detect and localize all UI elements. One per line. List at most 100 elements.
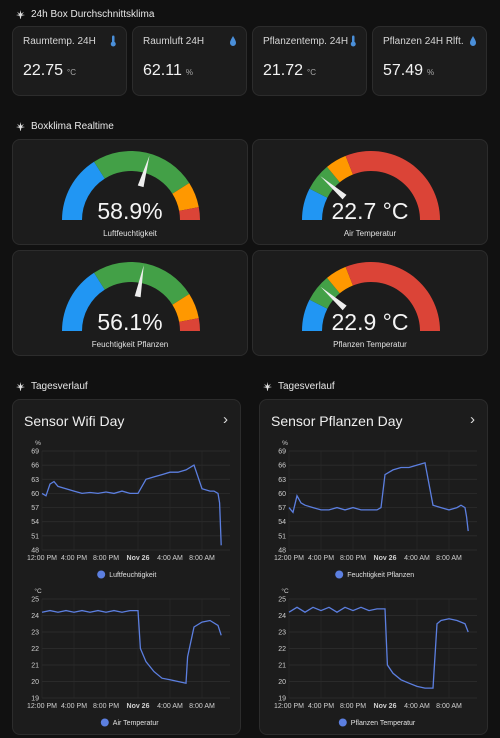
y-tick-label: 63	[278, 477, 286, 484]
thermometer-icon	[110, 35, 116, 47]
section-title-realtime: Boxklima Realtime	[16, 121, 114, 132]
legend-swatch	[100, 718, 109, 727]
x-tick-label: 8:00 AM	[436, 703, 462, 710]
gauge-card-air-humidity[interactable]: 58.9% Luftfeuchtigkeit	[12, 139, 248, 245]
x-tick-label: 12:00 PM	[274, 555, 304, 562]
gauge-card-plant-humidity[interactable]: 56.1% Feuchtigkeit Pflanzen	[12, 250, 248, 356]
x-tick-label: Nov 26	[374, 703, 397, 710]
gauge-segment-1	[309, 166, 340, 198]
history-card-plants[interactable]: Sensor Pflanzen Day › % 48 51 54 57 60 63 66 69 1…	[259, 399, 488, 735]
x-tick-label: Nov 26	[127, 703, 150, 710]
gauge-segment-3	[179, 207, 200, 220]
x-tick-label: 4:00 PM	[308, 703, 334, 710]
y-tick-label: 22	[31, 646, 39, 653]
gauge-needle	[320, 176, 347, 200]
y-tick-label: 25	[31, 597, 39, 604]
gauge-dial	[302, 262, 440, 331]
chart-title: Sensor Wifi Day	[24, 413, 125, 429]
gauge-segment-0	[62, 272, 105, 331]
y-tick-label: 60	[278, 491, 286, 498]
y-tick-label: 69	[31, 449, 39, 456]
gauge-segment-2	[172, 294, 199, 322]
stat-label: Raumtemp. 24H	[23, 36, 96, 47]
y-tick-label: 25	[278, 597, 286, 604]
x-tick-label: 8:00 PM	[340, 555, 366, 562]
y-tick-label: 24	[31, 613, 39, 620]
y-unit-label: °C	[34, 587, 42, 595]
gauge-value: 56.1%	[97, 309, 163, 335]
stat-card-plant-humidity[interactable]: Pflanzen 24H Rlft. 57.49%	[372, 26, 487, 96]
legend-label: Feuchtigkeit Pflanzen	[347, 572, 414, 579]
gauge-card-air-temperature[interactable]: 22.7 °C Air Temperatur	[252, 139, 488, 245]
cannabis-leaf-icon	[16, 122, 25, 131]
y-tick-label: 21	[31, 663, 39, 670]
gauge-value: 22.7 °C	[331, 198, 409, 224]
x-tick-label: 4:00 PM	[308, 555, 334, 562]
history-charts: % 48 51 54 57 60 63 66 69 12:00 PM 4:00 PM 8:00 PM N…	[274, 440, 477, 727]
gauge-dial	[62, 262, 200, 331]
x-tick-label: 8:00 PM	[93, 703, 119, 710]
stat-card-room-temp[interactable]: Raumtemp. 24H 22.75 °C	[12, 26, 127, 96]
y-tick-label: 69	[278, 449, 286, 456]
cannabis-leaf-icon	[16, 382, 25, 391]
gauge-segment-1	[94, 262, 190, 305]
x-tick-label: 8:00 AM	[189, 555, 215, 562]
y-tick-label: 20	[31, 679, 39, 686]
gauge-segment-2	[172, 183, 199, 211]
stat-label: Pflanzen 24H Rlft.	[383, 36, 464, 47]
y-tick-label: 21	[278, 663, 286, 670]
y-tick-label: 54	[278, 519, 286, 526]
y-tick-label: 24	[278, 613, 286, 620]
history-charts: % 48 51 54 57 60 63 66 69 12:00 PM 4:00 PM 8:00 PM N…	[27, 440, 230, 727]
section-title-text: Tagesverlauf	[31, 381, 88, 392]
y-tick-label: 19	[278, 696, 286, 703]
x-tick-label: 4:00 AM	[404, 555, 430, 562]
gauge-value: 58.9%	[97, 198, 163, 224]
y-tick-label: 66	[278, 463, 286, 470]
section-title-avg: 24h Box Durchschnittsklima	[16, 9, 154, 20]
legend-swatch	[335, 570, 344, 579]
gauge-label: Pflanzen Temperatur	[333, 340, 407, 349]
section-title-text: Boxklima Realtime	[31, 121, 114, 132]
chevron-right-icon[interactable]: ›	[223, 411, 228, 428]
stat-card-room-humidity[interactable]: Raumluft 24H 62.11%	[132, 26, 247, 96]
chevron-right-icon[interactable]: ›	[470, 411, 475, 428]
gauge-segment-3	[179, 318, 200, 331]
gauge-label: Luftfeuchtigkeit	[103, 229, 157, 238]
legend-label: Air Temperatur	[113, 720, 159, 727]
legend-label: Luftfeuchtigkeit	[109, 572, 156, 579]
y-tick-label: 60	[31, 491, 39, 498]
gauge-segment-2	[327, 266, 353, 294]
gauge-needle	[134, 265, 144, 298]
x-tick-label: 4:00 AM	[157, 555, 183, 562]
series-line	[288, 461, 469, 532]
x-tick-label: Nov 26	[127, 555, 150, 562]
section-title-text: Tagesverlauf	[278, 381, 335, 392]
stat-value: 22.75 °C	[23, 62, 77, 79]
legend-swatch	[97, 570, 106, 579]
x-tick-label: 8:00 PM	[340, 703, 366, 710]
gauge-segment-3	[345, 262, 440, 331]
series-line	[288, 606, 469, 689]
gauge-segment-0	[62, 161, 105, 220]
legend-swatch	[338, 718, 347, 727]
y-tick-label: 51	[31, 533, 39, 540]
gauge-label: Air Temperatur	[343, 229, 397, 238]
gauge-segment-1	[309, 277, 340, 309]
y-tick-label: 48	[278, 548, 286, 555]
y-tick-label: 57	[278, 505, 286, 512]
gauge-needle	[137, 155, 150, 188]
gauge-value: 22.9 °C	[331, 309, 409, 335]
gauge-segment-0	[302, 299, 328, 331]
gauge-card-plant-temperature[interactable]: 22.9 °C Pflanzen Temperatur	[252, 250, 488, 356]
gauge-segment-3	[345, 151, 440, 220]
cannabis-leaf-icon	[16, 10, 25, 19]
history-card-wifi[interactable]: Sensor Wifi Day › % 48 51 54 57 60 63 66 69 12:00…	[12, 399, 241, 735]
stat-card-plant-temp[interactable]: Pflanzentemp. 24H 21.72 °C	[252, 26, 367, 96]
stat-value: 21.72 °C	[263, 62, 317, 79]
x-tick-label: Nov 26	[374, 555, 397, 562]
series-line	[41, 464, 222, 546]
y-tick-label: 66	[31, 463, 39, 470]
water-drop-icon	[470, 36, 476, 46]
x-tick-label: 4:00 AM	[157, 703, 183, 710]
